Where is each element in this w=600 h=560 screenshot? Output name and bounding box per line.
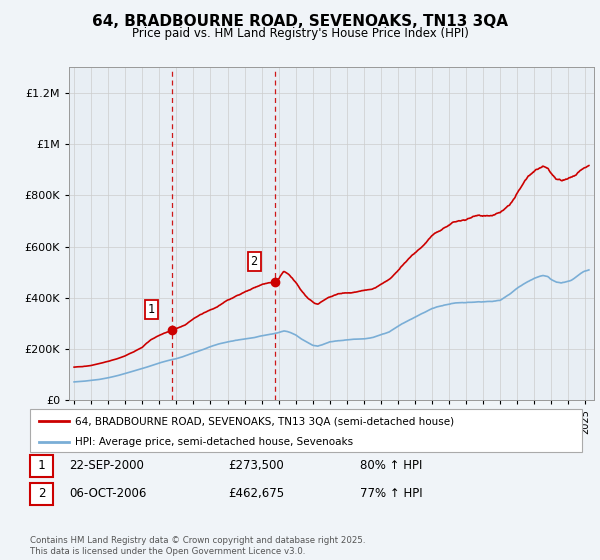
Text: 1: 1 (38, 459, 45, 473)
Text: 64, BRADBOURNE ROAD, SEVENOAKS, TN13 3QA: 64, BRADBOURNE ROAD, SEVENOAKS, TN13 3QA (92, 14, 508, 29)
Text: 1: 1 (148, 304, 155, 316)
Text: 77% ↑ HPI: 77% ↑ HPI (360, 487, 422, 501)
Text: Price paid vs. HM Land Registry's House Price Index (HPI): Price paid vs. HM Land Registry's House … (131, 27, 469, 40)
Text: Contains HM Land Registry data © Crown copyright and database right 2025.
This d: Contains HM Land Registry data © Crown c… (30, 536, 365, 556)
Text: 2: 2 (38, 487, 45, 501)
Text: HPI: Average price, semi-detached house, Sevenoaks: HPI: Average price, semi-detached house,… (75, 437, 353, 446)
Text: 22-SEP-2000: 22-SEP-2000 (69, 459, 144, 473)
Text: 06-OCT-2006: 06-OCT-2006 (69, 487, 146, 501)
Text: 80% ↑ HPI: 80% ↑ HPI (360, 459, 422, 473)
Text: £273,500: £273,500 (228, 459, 284, 473)
Text: 2: 2 (251, 255, 257, 268)
Text: 64, BRADBOURNE ROAD, SEVENOAKS, TN13 3QA (semi-detached house): 64, BRADBOURNE ROAD, SEVENOAKS, TN13 3QA… (75, 416, 454, 426)
Text: £462,675: £462,675 (228, 487, 284, 501)
